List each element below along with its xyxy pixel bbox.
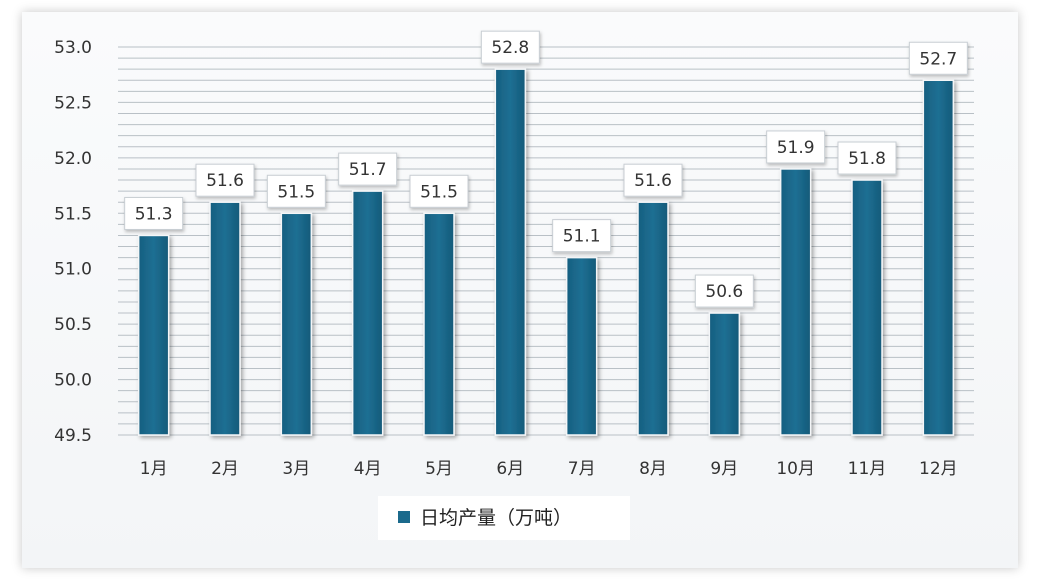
data-label-box (124, 196, 184, 230)
x-tick-label: 3月 (282, 459, 310, 479)
data-label-box (623, 163, 683, 197)
legend: 日均产量（万吨） (378, 496, 630, 540)
data-label-box (552, 219, 612, 253)
bar (137, 234, 170, 436)
bar (423, 212, 455, 436)
data-label-box (266, 174, 326, 208)
data-label: 51.6 (634, 171, 672, 191)
data-label: 51.7 (349, 160, 387, 180)
data-label: 51.8 (848, 149, 886, 169)
bar (851, 179, 883, 436)
data-label: 50.6 (705, 282, 743, 302)
x-axis: 1月 2月 3月 4月 5月 6月 7月 8月 9月 10月 11月 12月 (140, 459, 958, 479)
data-label-box (908, 41, 968, 75)
x-tick-label: 7月 (568, 459, 596, 479)
y-tick-label: 49.5 (54, 426, 92, 446)
data-label-box (195, 163, 255, 197)
legend-swatch (398, 511, 410, 523)
bar (708, 312, 741, 436)
x-tick-label: 2月 (211, 459, 239, 479)
data-label: 51.9 (777, 138, 815, 158)
chart-frame: 49.5 50.0 50.5 51.0 51.5 52.0 52.5 53.0 51.3 51.… (22, 12, 1018, 568)
data-label: 51.5 (277, 182, 315, 202)
bar (280, 212, 313, 436)
legend-label: 日均产量（万吨） (420, 507, 572, 529)
y-tick-label: 51.5 (54, 204, 92, 224)
legend-box (378, 496, 630, 540)
y-axis: 49.5 50.0 50.5 51.0 51.5 52.0 52.5 53.0 (54, 38, 92, 446)
x-tick-label: 9月 (710, 459, 738, 479)
x-tick-label: 12月 (919, 459, 958, 479)
bar (922, 79, 955, 436)
data-label-box (694, 274, 754, 308)
data-label-box (409, 174, 469, 208)
x-tick-label: 10月 (776, 459, 815, 479)
bar (637, 201, 669, 436)
grid-lines (118, 46, 974, 436)
data-labels: 51.3 51.6 51.5 51.7 51.5 52.8 51.1 51.6 50.6 51.9… (124, 30, 968, 308)
data-label-box (766, 130, 826, 164)
data-label: 51.3 (135, 204, 173, 224)
data-label-box (837, 141, 897, 175)
bar-chart: 49.550.050.551.051.552.052.553.0 51.351.… (54, 30, 974, 540)
bar (565, 256, 598, 436)
x-tick-label: 11月 (848, 459, 887, 479)
data-label: 51.5 (420, 182, 458, 202)
bar (779, 168, 812, 436)
y-tick-label: 52.5 (54, 93, 92, 113)
data-label: 52.8 (491, 38, 529, 58)
bar (209, 201, 241, 436)
y-tick-label: 52.0 (54, 149, 92, 169)
x-tick-label: 5月 (425, 459, 453, 479)
data-label: 51.6 (206, 171, 244, 191)
x-tick-label: 6月 (496, 459, 524, 479)
bars (137, 68, 955, 436)
x-tick-label: 4月 (354, 459, 382, 479)
data-label-box (338, 152, 398, 186)
data-label: 52.7 (919, 49, 957, 69)
y-tick-label: 50.5 (54, 315, 92, 335)
data-label: 51.1 (563, 227, 601, 247)
y-tick-label: 50.0 (54, 371, 92, 391)
x-tick-label: 1月 (140, 459, 168, 479)
bar (494, 68, 527, 436)
bar (351, 190, 384, 436)
y-tick-label: 51.0 (54, 260, 92, 280)
data-label-box (480, 30, 540, 64)
y-tick-label: 53.0 (54, 38, 92, 58)
x-tick-label: 8月 (639, 459, 667, 479)
